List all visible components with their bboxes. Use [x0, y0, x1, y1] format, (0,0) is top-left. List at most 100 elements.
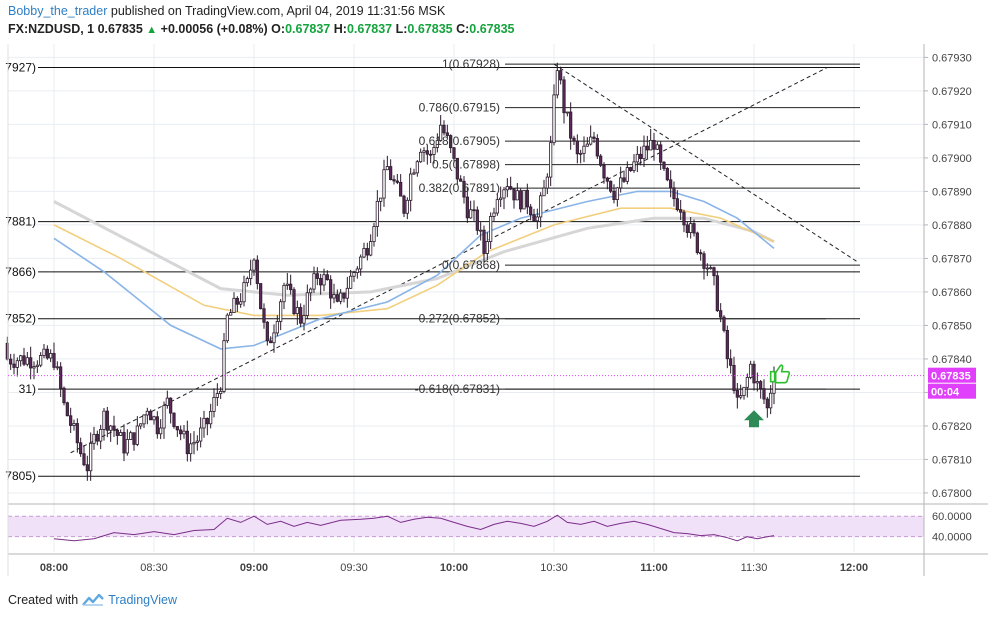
chart-markers: [744, 364, 791, 428]
candle-body: [535, 216, 539, 222]
candle-body: [545, 176, 549, 189]
tradingview-brand[interactable]: TradingView: [108, 593, 177, 607]
candle-body: [462, 180, 466, 198]
price-change: +0.00056 (+0.08%): [160, 22, 268, 36]
candle-body: [639, 153, 643, 159]
candle-body: [522, 189, 526, 210]
candle-body: [332, 294, 336, 299]
up-triangle-icon: ▲: [146, 24, 158, 36]
candle-body: [185, 430, 189, 455]
candle-body: [219, 390, 223, 394]
candle-body: [555, 70, 559, 96]
last-price-tag: [928, 367, 976, 383]
candle-body: [199, 427, 203, 442]
candle-body: [235, 297, 239, 305]
price-axis[interactable]: 0.67930 0.67920 0.67910 0.67900 0.67890 0.678…: [8, 52, 976, 544]
price-chart[interactable]: 7927)7881)7866)7852)31)7805) 1(0.67928)0…: [0, 0, 988, 590]
candle-body: [375, 200, 379, 227]
candle-body: [122, 432, 126, 454]
candle-body: [39, 355, 43, 366]
candle-body: [125, 439, 129, 454]
thumbs-up-icon: [769, 364, 791, 384]
candle-body: [95, 433, 99, 442]
candle-body: [632, 161, 636, 171]
candle-body: [682, 211, 686, 226]
candle-body: [665, 168, 669, 181]
candle-body: [269, 340, 273, 344]
candle-body: [505, 186, 509, 191]
candle-body: [759, 381, 763, 389]
candle-body: [65, 402, 69, 417]
candle-body: [722, 316, 726, 331]
candle-body: [59, 366, 63, 389]
trend-line: [70, 67, 828, 454]
countdown-tag: [928, 383, 976, 399]
candle-body: [349, 275, 353, 289]
last-price-tag-label: 0.67835: [931, 371, 971, 383]
price-tick-label: 0.67900: [932, 153, 972, 165]
rsi-tick-label: 60.0000: [932, 511, 972, 523]
candle-body: [702, 253, 706, 269]
candle-body: [519, 190, 523, 210]
candle-body: [175, 426, 179, 431]
candle-body: [49, 353, 53, 359]
candle-body: [179, 429, 183, 435]
rsi-indicator: [53, 514, 775, 542]
candle-body: [182, 430, 186, 435]
candle-body: [565, 111, 569, 114]
created-with-text: Created with: [8, 593, 79, 607]
ma-blue: [53, 190, 775, 350]
price-tick-label: 0.67800: [932, 488, 972, 500]
candle-body: [402, 195, 406, 214]
open-value: 0.67837: [285, 22, 331, 36]
time-axis[interactable]: 08:00 08:30 09:00 09:30 10:00 10:30 11:00 11:30…: [40, 562, 868, 574]
publish-info: Bobby_the_trader published on TradingVie…: [8, 3, 445, 19]
fib-labels: 1(0.67928) 0.786(0.67915) 0.618(0.67905) 0.…: [415, 57, 500, 396]
candle-body: [655, 144, 659, 150]
candle-body: [612, 190, 616, 200]
candle-body: [622, 177, 626, 182]
trend-lines[interactable]: [70, 63, 858, 454]
candle-body: [742, 386, 746, 396]
candle-body: [369, 241, 373, 256]
level-label: 7866): [5, 265, 36, 279]
candle-body: [495, 199, 499, 214]
rsi-line: [53, 514, 775, 542]
candle-body: [82, 453, 86, 466]
candle-body: [339, 292, 343, 302]
candle-body: [572, 137, 576, 142]
candle-body: [549, 142, 553, 178]
candle-body: [559, 70, 563, 81]
candle-body: [392, 179, 396, 182]
pane-frames: [7, 44, 988, 576]
candle-body: [732, 364, 736, 391]
candle-body: [355, 268, 359, 273]
candle-body: [142, 414, 146, 425]
candle-body: [145, 410, 149, 416]
time-tick-label: 08:00: [40, 562, 68, 574]
candle-body: [592, 136, 596, 139]
candle-body: [615, 187, 619, 200]
price-tick-label: 0.67910: [932, 119, 972, 131]
candle-body: [582, 145, 586, 154]
candle-body: [679, 209, 683, 213]
candle-body: [419, 151, 423, 163]
candle-body: [395, 180, 399, 183]
candle-body: [229, 312, 233, 316]
candle-body: [129, 432, 133, 440]
candle-body: [609, 180, 613, 192]
candle-body: [472, 209, 476, 212]
candle-body: [55, 366, 59, 369]
candle-body: [669, 179, 673, 189]
author-link[interactable]: Bobby_the_trader: [8, 4, 108, 18]
fib-label: 0.618(0.67905): [419, 134, 500, 148]
candle-body: [619, 177, 623, 189]
candle-body: [22, 355, 26, 365]
candle-body: [342, 292, 346, 299]
price-tick-label: 0.67850: [932, 320, 972, 332]
candle-body: [5, 342, 9, 360]
low-label: L:: [395, 22, 408, 36]
time-tick-label: 09:00: [240, 562, 268, 574]
candle-body: [455, 157, 459, 180]
candle-body: [232, 297, 236, 313]
